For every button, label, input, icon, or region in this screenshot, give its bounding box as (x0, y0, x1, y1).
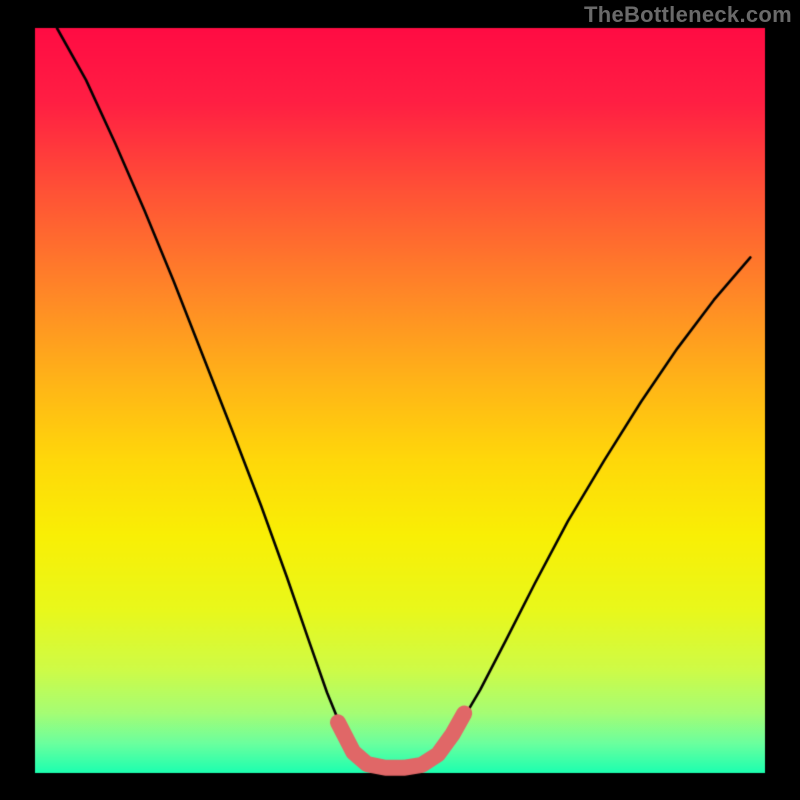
bottleneck-chart (0, 0, 800, 800)
